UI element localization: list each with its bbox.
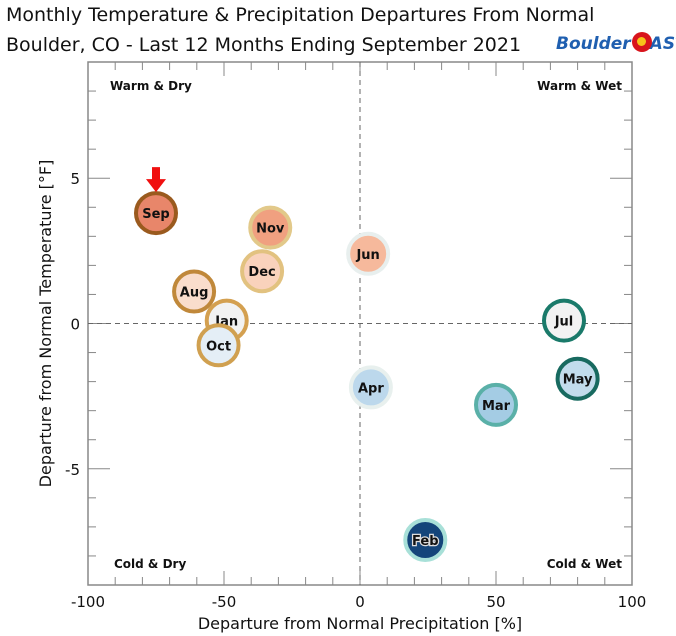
data-point-dec: [240, 249, 285, 294]
data-label-mar: Mar: [482, 399, 511, 414]
logo-text: Boulder: [556, 34, 631, 54]
quadrant-label-cold-dry: Cold & Dry: [114, 557, 186, 571]
data-point-apr: [348, 365, 393, 410]
y-tick-label: 0: [70, 316, 80, 334]
data-point-mar: [474, 382, 518, 427]
x-tick-label: -100: [71, 593, 105, 611]
data-point-aug: [172, 269, 217, 314]
chart-subtitle: Boulder, CO - Last 12 Months Ending Sept…: [6, 34, 522, 56]
y-tick-label: 5: [70, 170, 80, 188]
x-tick-label: 0: [355, 593, 365, 611]
chart-title: Monthly Temperature & Precipitation Depa…: [6, 4, 595, 26]
x-tick-label: 50: [486, 593, 505, 611]
quadrant-label-warm-wet: Warm & Wet: [537, 79, 622, 93]
data-label-dec: Dec: [248, 265, 275, 280]
data-point-jun: [346, 231, 391, 276]
data-point-sep: [134, 191, 178, 236]
data-label-feb: Feb: [412, 534, 438, 549]
data-point-feb: [403, 517, 448, 562]
quadrant-label-warm-dry: Warm & Dry: [110, 79, 192, 93]
y-tick-label: -5: [65, 461, 80, 479]
data-label-sep: Sep: [142, 207, 170, 222]
data-point-may: [555, 356, 600, 401]
data-label-oct: Oct: [206, 339, 231, 354]
colorado-c-icon: [631, 32, 652, 52]
data-label-nov: Nov: [256, 222, 285, 237]
logo-text-2: AST: [649, 34, 676, 54]
data-label-jun: Jun: [355, 248, 379, 263]
bouldercast-logo: Boulder AST: [556, 32, 676, 54]
data-point-jul: [542, 298, 586, 343]
highlight-arrow-icon: [146, 167, 166, 193]
data-label-apr: Apr: [358, 381, 384, 396]
y-axis-label: Departure from Normal Temperature [°F]: [36, 160, 55, 488]
data-point-nov: [248, 205, 293, 250]
data-label-jul: Jul: [554, 315, 574, 330]
x-axis-label: Departure from Normal Precipitation [%]: [198, 614, 522, 633]
data-point-oct: [196, 323, 241, 368]
data-label-aug: Aug: [180, 286, 209, 301]
data-label-may: May: [563, 373, 593, 388]
quadrant-label-cold-wet: Cold & Wet: [547, 557, 623, 571]
x-tick-label: 100: [618, 593, 647, 611]
x-tick-label: -50: [212, 593, 237, 611]
